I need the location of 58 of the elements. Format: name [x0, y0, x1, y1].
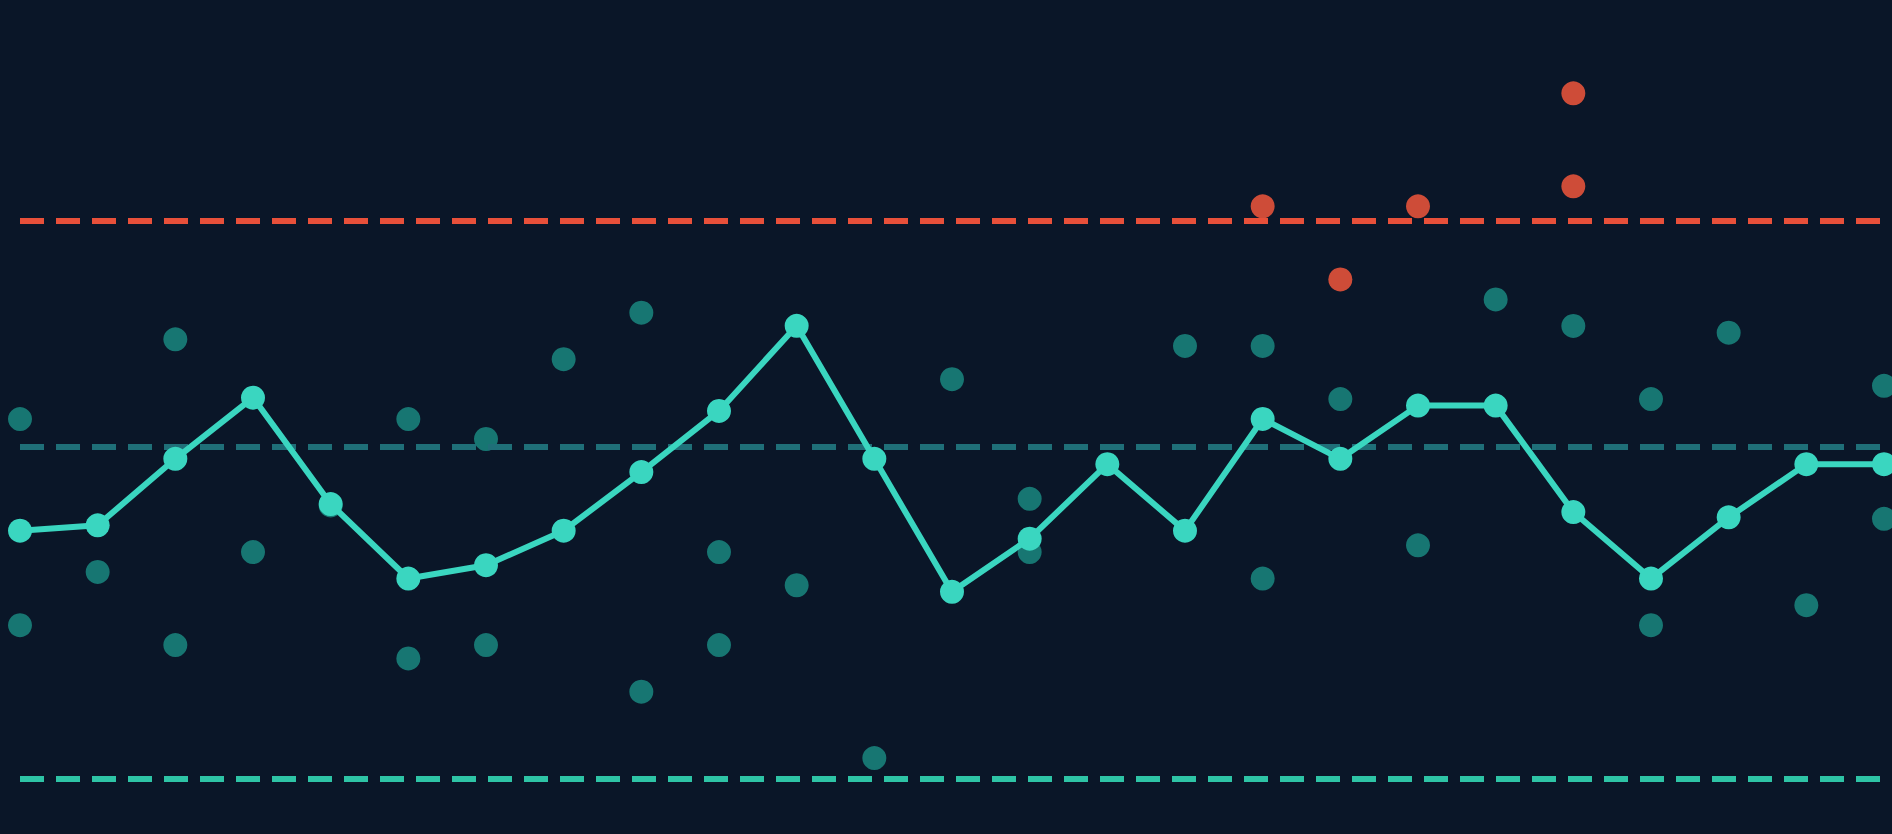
- point: [1561, 500, 1586, 525]
- point: [1794, 593, 1819, 618]
- point: [862, 446, 887, 471]
- point: [8, 613, 32, 638]
- point: [1173, 333, 1197, 358]
- point: [1716, 320, 1741, 345]
- point: [629, 679, 654, 704]
- point: [1406, 533, 1430, 558]
- point: [940, 579, 964, 604]
- point: [1250, 566, 1275, 591]
- point: [1406, 194, 1430, 219]
- point: [784, 313, 809, 338]
- point: [707, 540, 731, 565]
- point: [1017, 526, 1042, 551]
- point: [707, 633, 731, 658]
- point: [940, 367, 964, 392]
- point: [1716, 505, 1741, 530]
- point: [396, 566, 421, 591]
- point: [396, 646, 421, 671]
- point: [8, 407, 32, 432]
- point: [8, 518, 32, 543]
- point: [1250, 333, 1275, 358]
- point: [163, 446, 188, 471]
- point: [85, 513, 110, 538]
- point: [163, 327, 188, 352]
- point: [474, 553, 498, 578]
- point: [85, 559, 110, 584]
- point: [629, 460, 654, 485]
- point: [474, 633, 498, 658]
- point: [1561, 81, 1586, 106]
- point: [163, 633, 188, 658]
- point: [1561, 313, 1586, 338]
- point: [1483, 393, 1508, 418]
- point: [1483, 287, 1508, 312]
- point: [1639, 566, 1663, 591]
- point: [1561, 174, 1586, 199]
- point: [1095, 452, 1120, 477]
- point: [1639, 613, 1663, 638]
- point: [862, 746, 887, 771]
- point: [1328, 446, 1353, 471]
- point: [1173, 518, 1197, 543]
- point: [1250, 406, 1275, 431]
- point: [707, 398, 731, 423]
- point: [1639, 387, 1663, 412]
- point: [551, 518, 576, 543]
- point: [1406, 393, 1430, 418]
- point: [1794, 452, 1819, 477]
- point: [1328, 387, 1353, 412]
- point: [629, 300, 654, 325]
- point: [1328, 267, 1353, 292]
- point: [1250, 194, 1275, 219]
- point: [474, 427, 498, 451]
- point: [396, 407, 421, 432]
- point: [784, 573, 809, 598]
- point: [551, 347, 576, 372]
- point: [241, 540, 265, 565]
- point: [1017, 486, 1042, 511]
- point: [241, 385, 265, 410]
